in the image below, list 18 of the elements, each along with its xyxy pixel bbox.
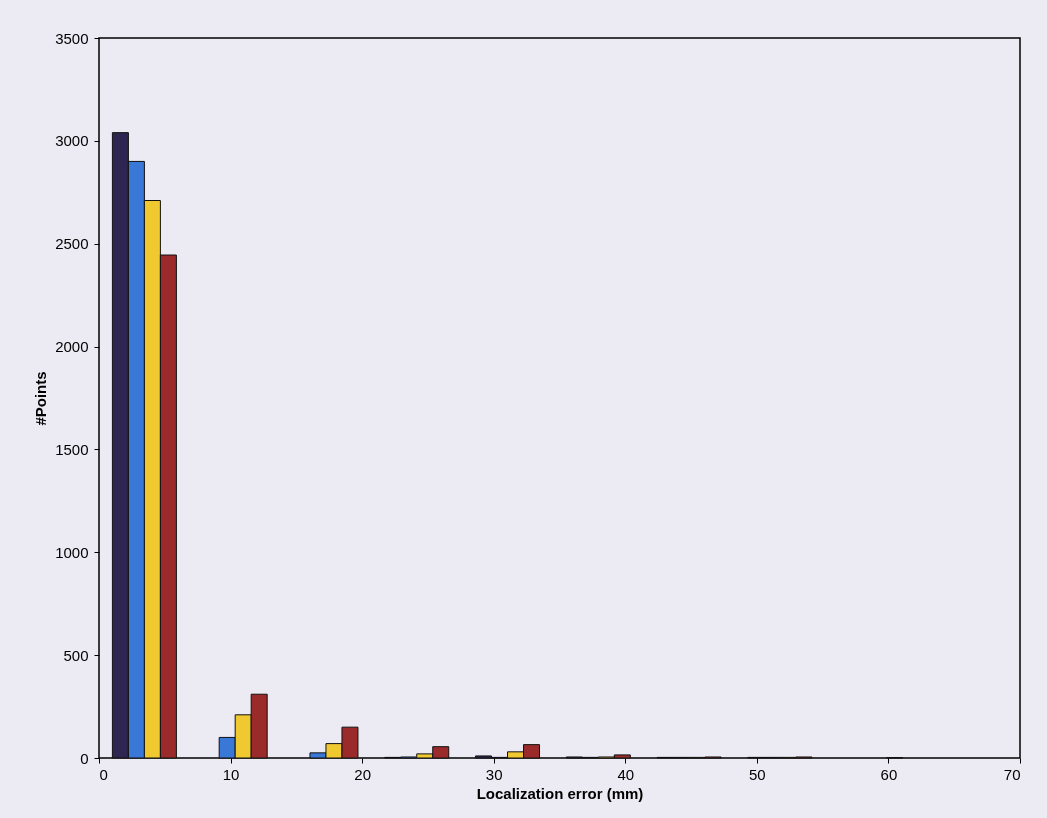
y-tick-label: 500 (63, 646, 89, 664)
x-tick-label: 50 (749, 765, 766, 783)
x-tick-label: 10 (222, 765, 240, 783)
y-tick-label: 3500 (55, 29, 89, 47)
y-tick-label: 1000 (55, 543, 89, 561)
y-tick-label: 3000 (55, 132, 89, 150)
x-tick-label: 60 (880, 765, 898, 783)
y-axis-title: #Points (32, 371, 50, 426)
x-tick-label: 0 (99, 765, 108, 783)
x-tick-label: 20 (354, 765, 371, 783)
y-tick-label: 2500 (55, 235, 89, 253)
y-tick-label: 2000 (55, 338, 89, 356)
y-tick-label: 0 (80, 749, 89, 767)
x-tick-label: 30 (485, 765, 503, 783)
x-tick-label: 70 (1003, 765, 1021, 783)
x-axis-title: Localization error (mm) (476, 784, 644, 802)
y-tick-label: 1500 (55, 440, 89, 458)
x-tick-label: 40 (617, 765, 635, 783)
